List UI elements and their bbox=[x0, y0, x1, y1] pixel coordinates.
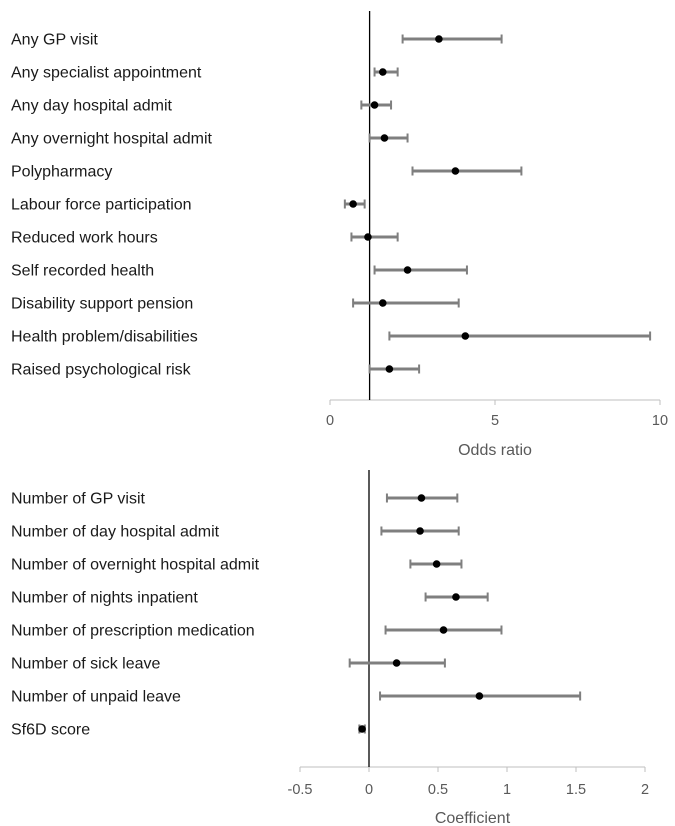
category-label: Self recorded health bbox=[11, 263, 154, 280]
panel-2-x-tick-label: 2 bbox=[641, 782, 649, 798]
panel-2-chart: -0.5 0 0.5 1 1.5 2 Coefficient Number of GP vis… bbox=[11, 470, 649, 826]
category-label: Any GP visit bbox=[11, 32, 98, 49]
estimate-point bbox=[385, 365, 394, 373]
panel-1-x-tick-label: 10 bbox=[652, 413, 668, 429]
estimate-point bbox=[435, 35, 443, 43]
category-label: Disability support pension bbox=[11, 296, 193, 313]
panel-1-x-axis-title: Odds ratio bbox=[458, 442, 532, 459]
estimate-point bbox=[358, 725, 366, 733]
category-label: Number of day hospital admit bbox=[11, 524, 220, 541]
panel-2-x-tick-label: -0.5 bbox=[288, 782, 313, 798]
category-label: Polypharmacy bbox=[11, 164, 112, 181]
category-label: Reduced work hours bbox=[11, 230, 158, 247]
category-label: Any overnight hospital admit bbox=[11, 131, 213, 148]
category-label: Any day hospital admit bbox=[11, 98, 173, 115]
category-label: Sf6D score bbox=[11, 722, 90, 739]
panel-2-x-tick-label: 1.5 bbox=[566, 782, 586, 798]
estimate-point bbox=[432, 560, 441, 568]
panel-2-x-tick-label: 0 bbox=[365, 782, 373, 798]
category-label: Number of unpaid leave bbox=[11, 689, 181, 706]
estimate-point bbox=[379, 299, 387, 307]
panel-1-x-tick-label: 5 bbox=[491, 413, 499, 429]
estimate-point bbox=[392, 659, 401, 667]
panel-2-x-tick-label: 1 bbox=[503, 782, 511, 798]
category-label: Number of prescription medication bbox=[11, 623, 255, 640]
estimate-point bbox=[452, 593, 460, 601]
category-label: Number of sick leave bbox=[11, 656, 160, 673]
panel-2-x-axis-title: Coefficient bbox=[435, 810, 511, 826]
panel-2-x-tick-label: 0.5 bbox=[428, 782, 448, 798]
category-label: Number of GP visit bbox=[11, 491, 146, 508]
category-label: Health problem/disabilities bbox=[11, 329, 198, 346]
estimate-point bbox=[403, 266, 412, 274]
category-label: Number of nights inpatient bbox=[11, 590, 198, 607]
estimate-point bbox=[370, 101, 379, 109]
estimate-point bbox=[475, 692, 484, 700]
estimate-point bbox=[379, 68, 387, 76]
estimate-point bbox=[349, 200, 357, 208]
category-label: Labour force participation bbox=[11, 197, 192, 214]
category-label: Raised psychological risk bbox=[11, 362, 192, 379]
estimate-point bbox=[439, 626, 448, 634]
panel-1-chart: 0 5 10 Odds ratio Any GP visit Any specialist… bbox=[11, 11, 668, 459]
category-label: Any specialist appointment bbox=[11, 65, 202, 82]
estimate-point bbox=[364, 233, 372, 241]
category-label: Number of overnight hospital admit bbox=[11, 557, 260, 574]
estimate-point bbox=[461, 332, 470, 340]
panel-1-x-tick-label: 0 bbox=[326, 413, 334, 429]
estimate-point bbox=[416, 527, 424, 535]
estimate-point bbox=[380, 134, 389, 142]
estimate-point bbox=[451, 167, 460, 175]
estimate-point bbox=[417, 494, 426, 502]
